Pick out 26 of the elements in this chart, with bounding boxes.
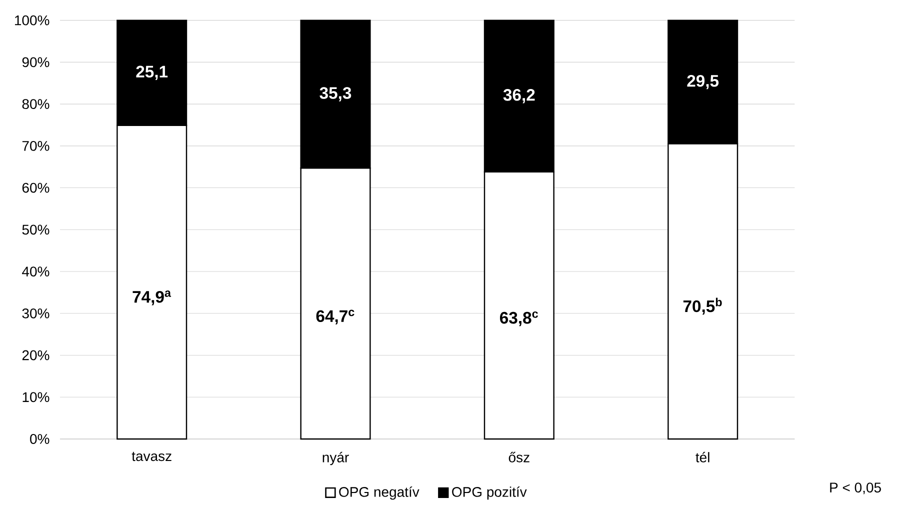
data-label: 25,1	[136, 66, 168, 80]
y-tick-label: 30%	[22, 308, 50, 318]
x-tick-label: ősz	[508, 452, 530, 462]
y-tick-label: 10%	[22, 392, 50, 402]
data-label: 64,7$^{c}$	[316, 310, 354, 324]
data-label: 70,5$^{b}$	[683, 298, 722, 315]
text: P < 0,05	[830, 482, 881, 494]
y-tick-label: 20%	[22, 350, 50, 360]
x-tick-label: nyár	[322, 452, 349, 466]
y-tick-label: 60%	[22, 182, 50, 193]
data-label: 36,2	[503, 89, 535, 104]
data-label: 35,3	[320, 87, 352, 102]
y-tick-label: 40%	[22, 266, 50, 276]
legend-label: OPG pozitív	[452, 486, 527, 500]
data-label: 63,8$^{c}$	[500, 311, 538, 326]
y-tick-label: 50%	[22, 224, 50, 235]
x-tick-label: tavasz	[132, 452, 172, 462]
x-tick-label: tél	[696, 452, 710, 462]
y-tick-label: 70%	[22, 140, 50, 151]
y-tick-label: 100%	[15, 15, 50, 26]
data-label: 74,9$^{a}$	[132, 290, 172, 306]
data-label: 29,5	[687, 74, 719, 90]
y-tick-label: 90%	[22, 57, 50, 68]
legend-label: OPG negatív	[339, 486, 420, 500]
y-tick-label: 0%	[30, 434, 50, 444]
y-tick-label: 80%	[22, 99, 50, 110]
